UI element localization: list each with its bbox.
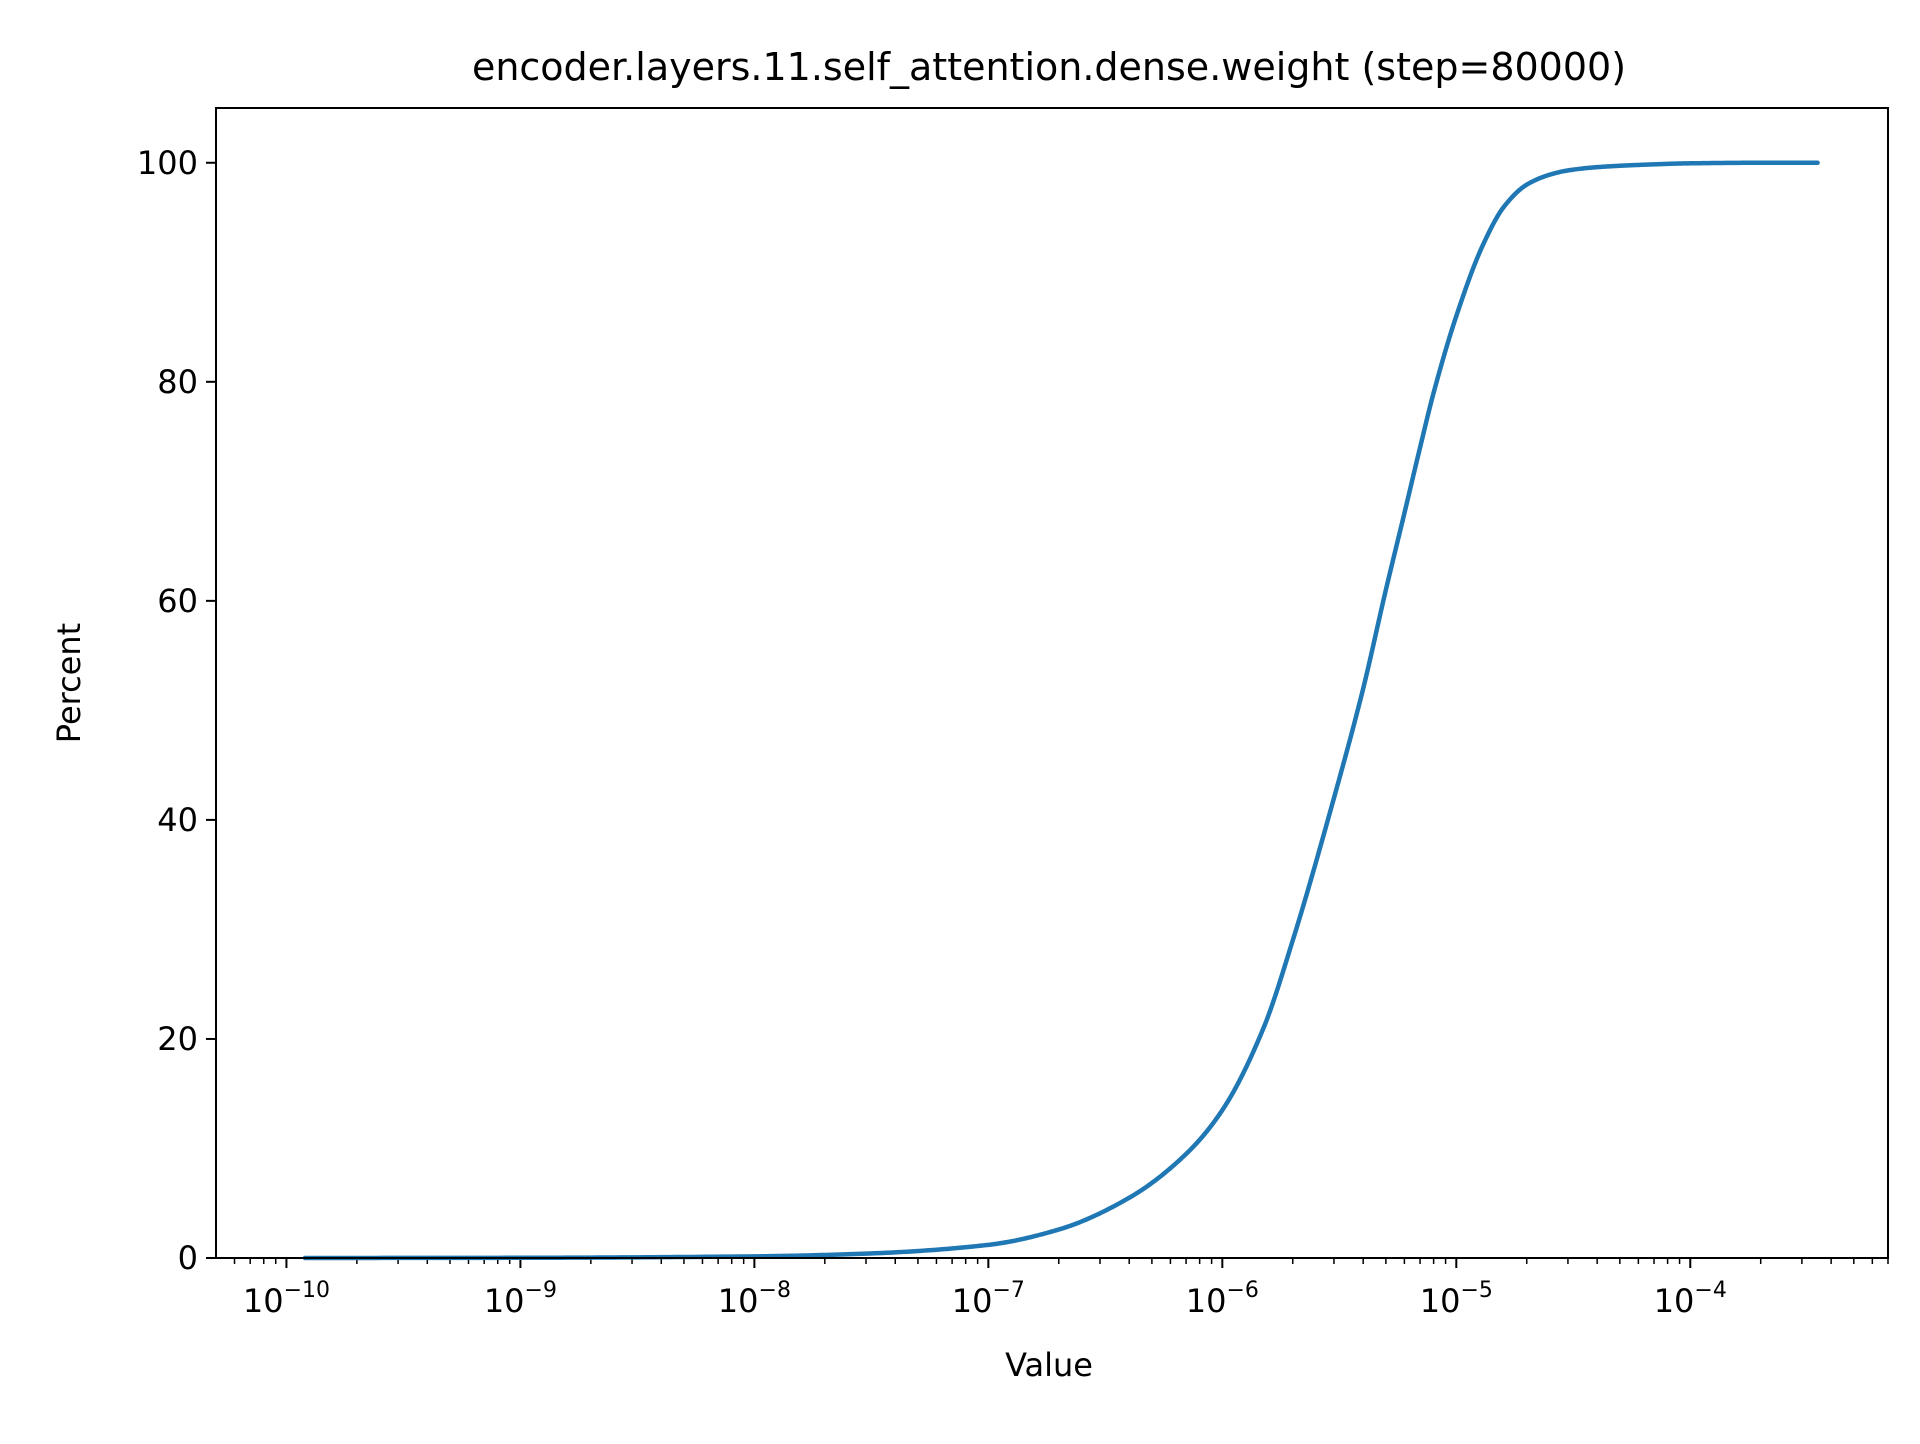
x-tick-label: 10−6 <box>1186 1278 1259 1320</box>
x-tick-label: 10−5 <box>1420 1278 1493 1320</box>
x-tick-label: 10−9 <box>484 1278 557 1320</box>
x-tick-label: 10−8 <box>718 1278 791 1320</box>
y-tick-label: 0 <box>178 1239 198 1277</box>
x-tick-label: 10−4 <box>1654 1278 1727 1320</box>
y-tick-label: 60 <box>157 582 198 620</box>
y-tick-label: 80 <box>157 363 198 401</box>
y-axis-label: Percent <box>50 623 88 743</box>
y-tick-label: 40 <box>157 801 198 839</box>
y-axis-ticks: 0 20 40 60 80 100 <box>137 144 216 1277</box>
chart-title: encoder.layers.11.self_attention.dense.w… <box>472 45 1626 89</box>
x-axis-label: Value <box>1005 1346 1093 1384</box>
x-axis-ticks: 10−10 10−9 10−8 10−7 10−6 10−5 10−4 <box>243 1258 1727 1320</box>
plot-area-background <box>216 108 1888 1258</box>
plot-frame <box>215 107 1889 1259</box>
y-tick-label: 20 <box>157 1020 198 1058</box>
x-tick-label: 10−10 <box>243 1278 330 1320</box>
x-tick-label: 10−7 <box>952 1278 1025 1320</box>
series-line-cdf <box>302 160 1820 1261</box>
y-tick-label: 100 <box>137 144 198 182</box>
